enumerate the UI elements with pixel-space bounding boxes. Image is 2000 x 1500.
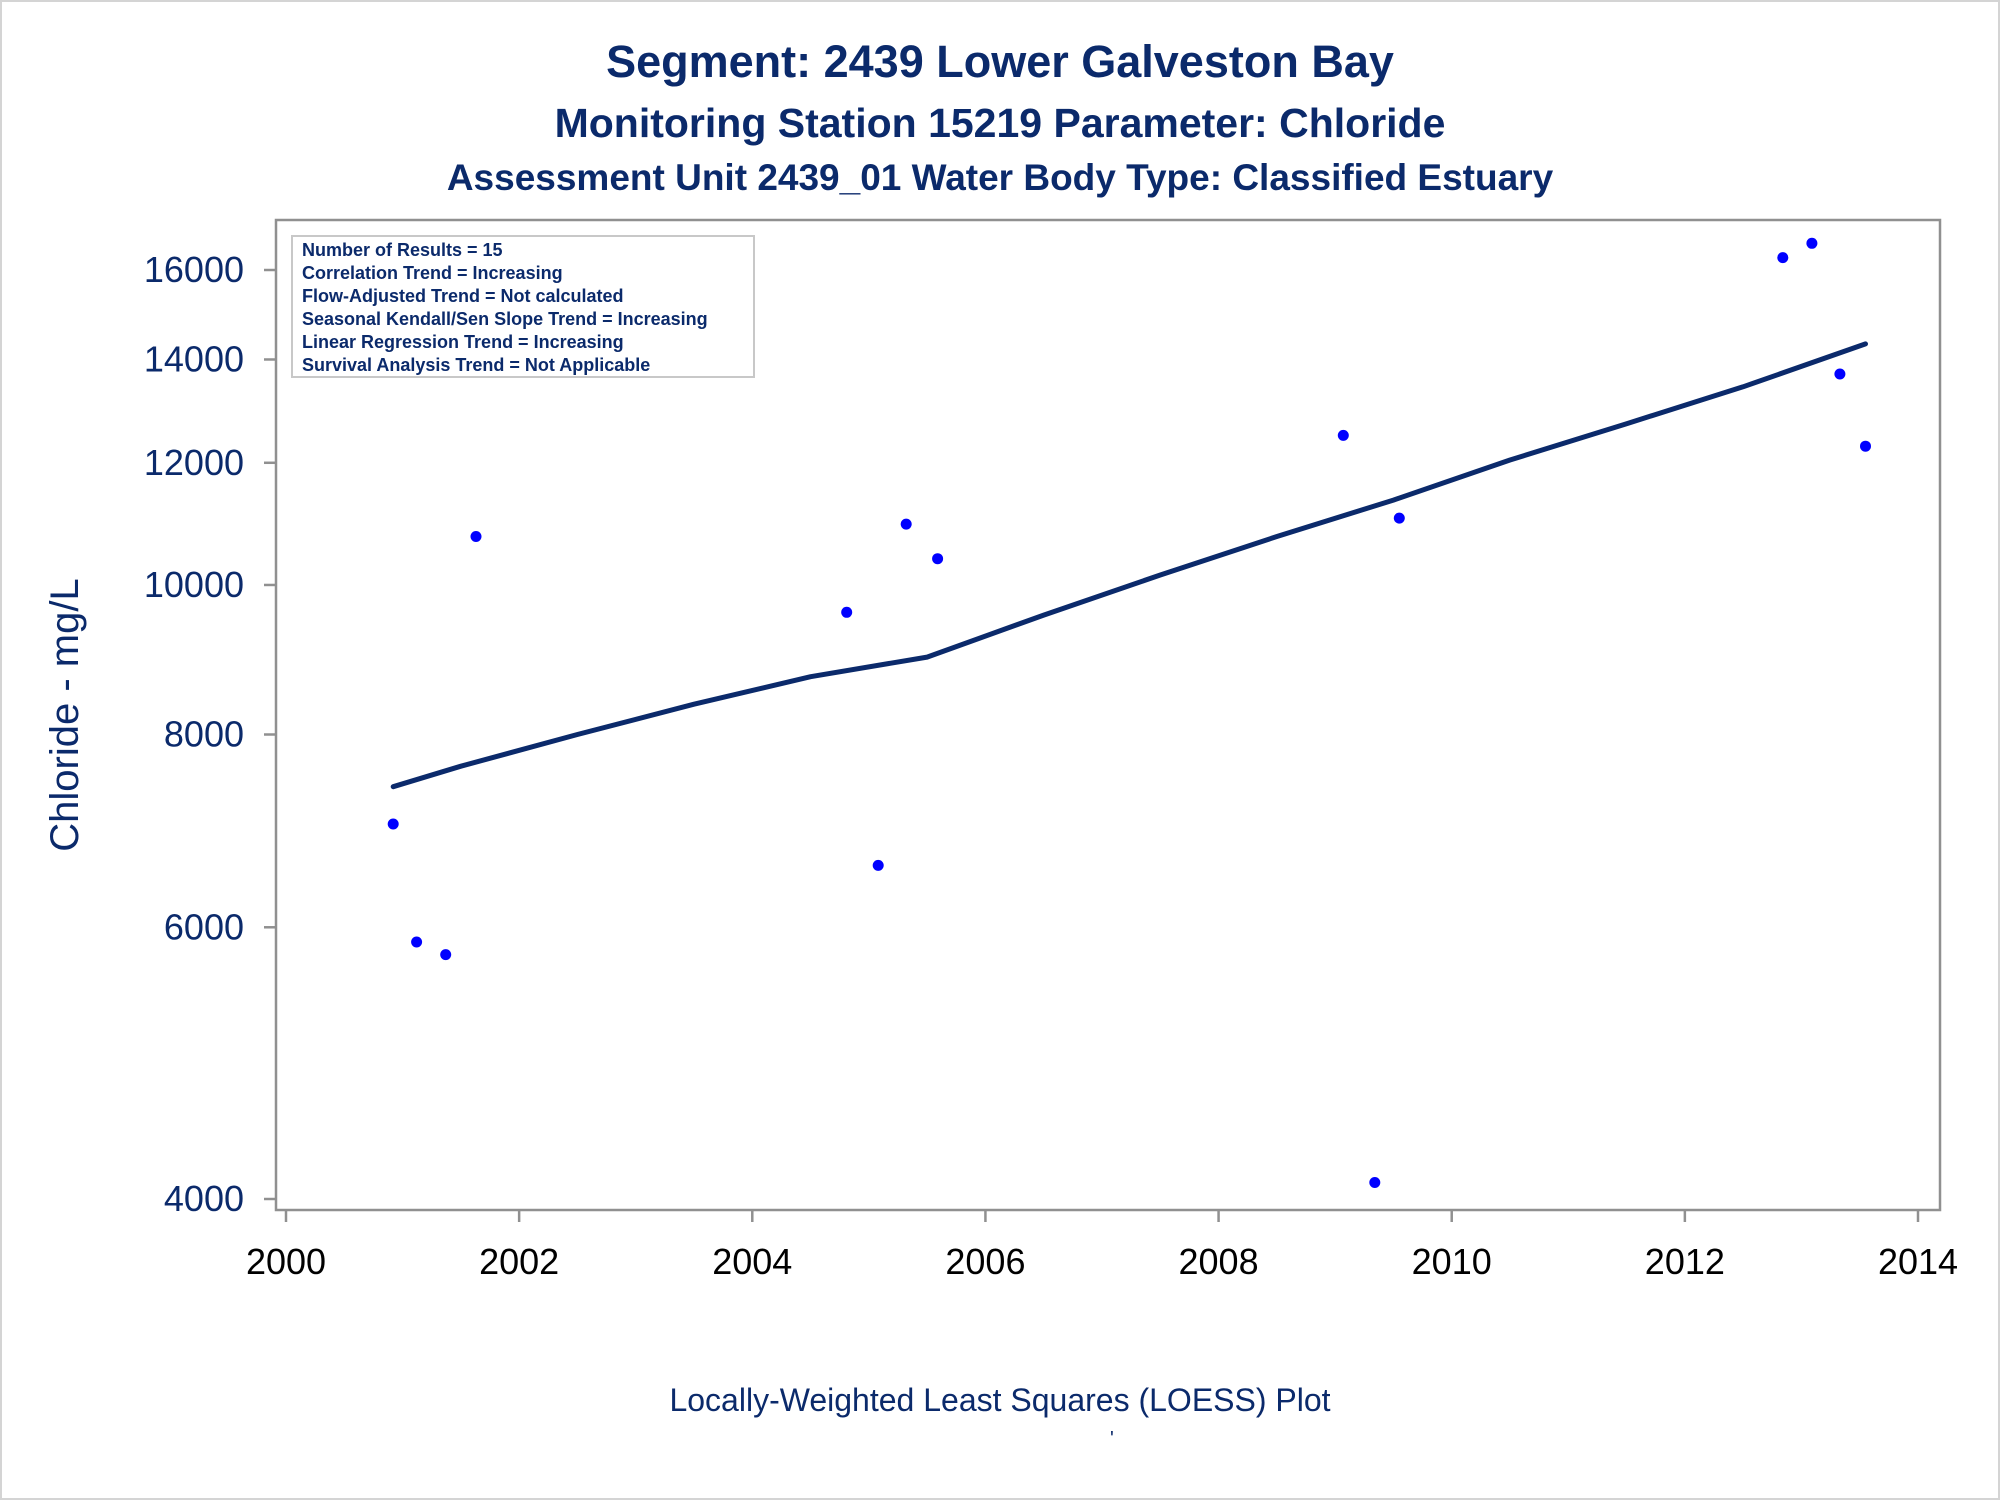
- y-tick-label: 12000: [144, 442, 244, 483]
- data-point: [1806, 237, 1818, 249]
- data-point: [1834, 368, 1846, 380]
- plot-area-frame: [274, 218, 1942, 1212]
- chart-title: Segment: 2439 Lower Galveston Bay: [606, 36, 1394, 87]
- data-point: [1393, 512, 1405, 524]
- footnote-mark: ': [1110, 1428, 1114, 1450]
- data-point: [1369, 1177, 1381, 1188]
- data-point: [1337, 429, 1349, 441]
- y-tick-label: 6000: [164, 906, 244, 947]
- x-tick-label: 2008: [1179, 1241, 1259, 1282]
- stats-box-line: Survival Analysis Trend = Not Applicable: [302, 355, 650, 375]
- x-tick-label: 2006: [945, 1241, 1025, 1282]
- y-tick-label: 16000: [144, 249, 244, 290]
- x-tick-label: 2002: [479, 1241, 559, 1282]
- data-point: [841, 606, 853, 618]
- chart-subtitle-secondary: Assessment Unit 2439_01 Water Body Type:…: [446, 157, 1554, 198]
- stats-box-line: Flow-Adjusted Trend = Not calculated: [302, 286, 624, 306]
- x-tick-label: 2014: [1878, 1241, 1958, 1282]
- data-point: [872, 859, 884, 871]
- data-point: [470, 531, 482, 542]
- x-tick-label: 2010: [1412, 1241, 1492, 1282]
- y-tick-label: 8000: [164, 714, 244, 755]
- chart-footnote: Locally-Weighted Least Squares (LOESS) P…: [669, 1382, 1331, 1418]
- y-tick-label: 4000: [164, 1178, 244, 1219]
- stats-box-line: Number of Results = 15: [302, 240, 503, 260]
- y-axis-label: Chloride - mg/L: [43, 578, 87, 851]
- stats-box-line: Seasonal Kendall/Sen Slope Trend = Incre…: [302, 309, 708, 329]
- loess-trend-line: [390, 341, 1868, 790]
- x-tick-label: 2012: [1645, 1241, 1725, 1282]
- data-point: [440, 949, 452, 961]
- y-tick-label: 10000: [144, 564, 244, 605]
- data-point: [387, 818, 399, 830]
- x-tick-label: 2004: [712, 1241, 792, 1282]
- data-point: [900, 518, 912, 530]
- data-point: [1860, 440, 1871, 452]
- chart-subtitle: Monitoring Station 15219 Parameter: Chlo…: [554, 100, 1446, 146]
- x-tick-label: 2000: [246, 1241, 326, 1282]
- data-point: [932, 553, 944, 565]
- stats-box: [291, 235, 755, 378]
- data-point: [1777, 252, 1789, 264]
- data-point: [411, 936, 423, 948]
- y-tick-label: 14000: [144, 338, 244, 379]
- stats-box-line: Linear Regression Trend = Increasing: [302, 332, 624, 352]
- stats-box-line: Correlation Trend = Increasing: [302, 263, 563, 283]
